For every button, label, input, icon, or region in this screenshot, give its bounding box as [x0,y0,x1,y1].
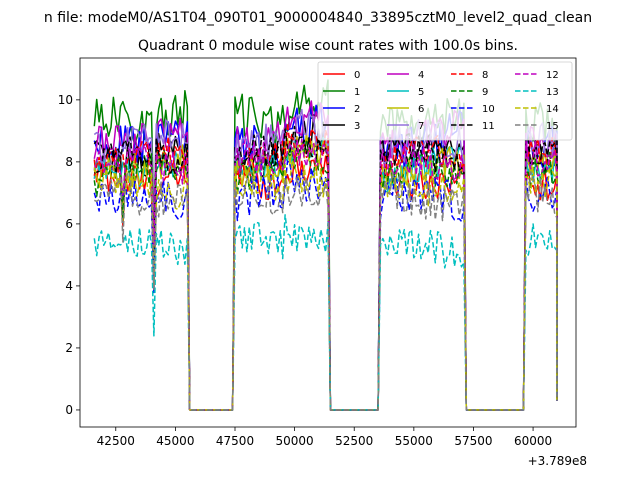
series-line-15 [93,171,558,411]
series-line-13 [93,214,558,411]
series-line-10 [93,160,558,411]
figure-suptitle: n file: modeM0/AS1T04_090T01_9000004840_… [44,10,592,26]
legend-box [317,61,573,141]
x-tick-label: 57500 [454,434,492,448]
x-tick-label: 55000 [395,434,433,448]
x-tick-label: 45000 [156,434,194,448]
y-tick-label: 4 [65,279,73,293]
legend-label-11: 11 [482,121,495,132]
legend-label-12: 12 [546,70,559,81]
x-tick-label: 42500 [97,434,135,448]
series-line-12 [93,138,558,411]
series-line-11 [94,125,558,411]
y-axis: 0 2 4 6 8 10 [58,93,80,417]
series-layer [93,79,558,411]
y-tick-label: 8 [65,155,73,169]
legend-label-2: 2 [354,104,360,115]
series-line-7 [93,108,558,411]
series-line-8 [93,122,558,411]
legend-label-9: 9 [482,87,488,98]
legend-label-1: 1 [354,87,360,98]
x-tick-label: 47500 [216,434,254,448]
x-offset-label: +3.789e8 [528,454,587,468]
legend-label-8: 8 [482,70,488,81]
y-tick-label: 6 [65,217,73,231]
series-line-14 [93,159,558,411]
x-tick-label: 60000 [514,434,552,448]
y-tick-label: 10 [58,93,73,107]
legend-label-13: 13 [546,87,559,98]
y-tick-label: 0 [65,403,73,417]
x-tick-label: 50000 [276,434,314,448]
plot-frame [79,57,577,428]
legend-label-15: 15 [546,121,559,132]
legend-label-14: 14 [546,104,559,115]
x-tick-label: 52500 [335,434,373,448]
legend-label-4: 4 [418,70,424,81]
legend-label-10: 10 [482,104,495,115]
y-tick-label: 2 [65,341,73,355]
legend-label-0: 0 [354,70,360,81]
legend-label-7: 7 [418,121,424,132]
legend-label-6: 6 [418,104,424,115]
legend-label-3: 3 [354,121,360,132]
series-line-9 [93,140,558,411]
legend-label-5: 5 [418,87,424,98]
x-axis: 42500 45000 47500 50000 52500 55000 57500 60000 [97,427,552,448]
chart-title: Quadrant 0 module wise count rates with … [138,38,518,54]
